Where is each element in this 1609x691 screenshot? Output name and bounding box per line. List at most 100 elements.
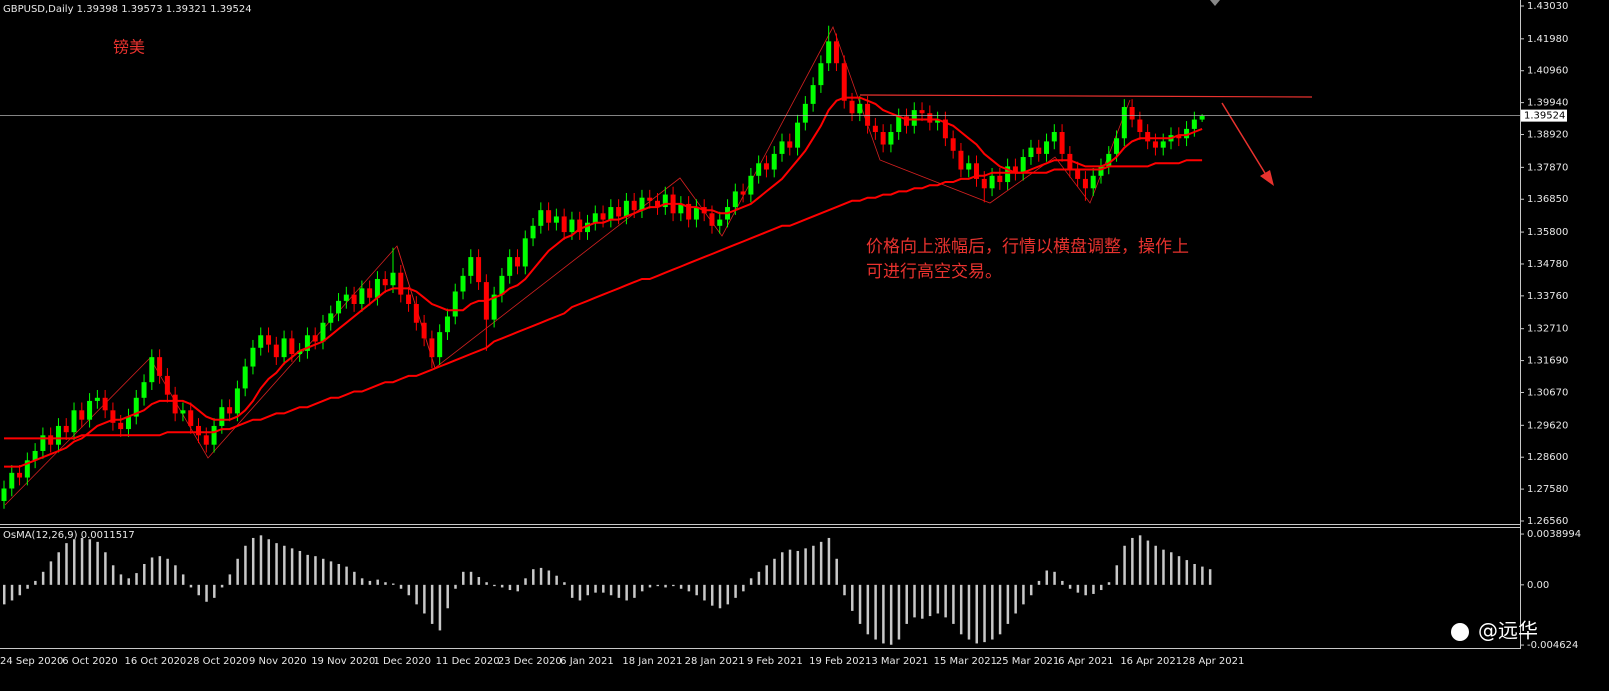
indicator-title: OsMA(12,26,9) 0.0011517 (3, 530, 135, 541)
annotation: 价格向上涨幅后，行情以横盘调整，操作上 (866, 237, 1189, 257)
y-tick-label: -0.004624 (1527, 640, 1578, 651)
candle-body (608, 207, 614, 220)
analyst-drawings (4, 26, 1313, 506)
histogram-bar (944, 584, 947, 618)
candle-body (522, 238, 528, 267)
histogram-bar (734, 584, 737, 598)
histogram-bar (290, 548, 294, 585)
histogram-bar (703, 584, 706, 601)
histogram-bar (532, 569, 535, 585)
histogram-bar (430, 584, 434, 624)
candle-body (997, 175, 1003, 183)
candle-body (172, 394, 178, 414)
histogram-bar (998, 584, 1002, 635)
histogram-bar (1193, 563, 1196, 585)
candle-body (802, 103, 808, 123)
candle-body (880, 132, 886, 145)
histogram-bar (874, 584, 877, 640)
histogram-bar (267, 539, 271, 585)
candle-body (227, 407, 233, 414)
candle-body (1129, 107, 1135, 120)
candle-body (693, 207, 699, 220)
x-tick-label: 6 Jan 2021 (560, 656, 614, 667)
histogram-bar (189, 584, 193, 588)
candle-body (1075, 169, 1081, 179)
candle-body (787, 141, 793, 148)
candle-body (717, 219, 723, 226)
histogram-bar (34, 580, 37, 585)
histogram-bar (788, 549, 792, 585)
histogram-bar (1037, 580, 1041, 585)
histogram-bar (57, 552, 60, 585)
candle-body (989, 175, 995, 189)
candle-body (1044, 141, 1050, 154)
y-tick-label: 1.31690 (1527, 356, 1568, 367)
histogram-bar (306, 554, 309, 585)
histogram-bar (3, 584, 6, 605)
x-tick-label: 25 Mar 2021 (996, 656, 1059, 667)
histogram-bar (718, 584, 722, 609)
histogram-bar (975, 584, 978, 644)
histogram-bar (1131, 537, 1134, 585)
candle-body (398, 272, 404, 295)
candle-body (507, 257, 513, 276)
x-tick-label: 11 Dec 2020 (436, 656, 500, 667)
candle-body (903, 116, 909, 126)
histogram-bar (609, 584, 613, 596)
histogram-bar (913, 584, 916, 618)
histogram-bar (26, 584, 29, 589)
histogram-bar (555, 575, 558, 585)
candle-body (686, 203, 692, 220)
watermark: @远华 (1478, 619, 1538, 643)
histogram-bar (384, 582, 387, 585)
histogram-bar (625, 584, 628, 601)
chart-title: GBPUSD,Daily 1.39398 1.39573 1.39321 1.3… (3, 4, 252, 15)
histogram-bar (1099, 584, 1103, 591)
histogram-bar (648, 584, 652, 588)
annotation: 镑美 (113, 38, 145, 57)
candle-body (678, 203, 684, 214)
y-tick-label: 1.36850 (1527, 194, 1568, 205)
histogram-bar (10, 584, 14, 601)
candle-body (164, 375, 170, 395)
candle-body (771, 153, 777, 170)
candle-body (514, 257, 520, 267)
candle-body (48, 435, 54, 445)
candle-body (1090, 175, 1096, 189)
histogram-bar (329, 561, 333, 585)
y-tick-label: 1.43030 (1527, 1, 1568, 12)
candle-body (795, 122, 801, 148)
histogram-bar (1029, 584, 1033, 596)
candle-body (935, 119, 941, 123)
candle-body (452, 291, 458, 317)
histogram-bar (819, 541, 823, 585)
candle-body (1176, 135, 1182, 139)
histogram-bar (1162, 549, 1165, 585)
candle-body (919, 110, 925, 114)
histogram-bar (111, 565, 115, 585)
candle-body (359, 288, 365, 304)
moving-average (4, 159, 1203, 440)
candle-body (1005, 166, 1011, 183)
histogram-bar (143, 563, 146, 585)
histogram-bar (773, 558, 776, 585)
histogram-bar (469, 571, 473, 585)
candle-body (320, 322, 326, 342)
histogram-bar (181, 574, 185, 585)
y-tick-label: 1.38920 (1527, 130, 1568, 141)
histogram-bar (158, 556, 162, 585)
candle-body (974, 163, 979, 179)
histogram-bar (321, 558, 325, 585)
candle-body (1191, 119, 1197, 129)
candle-body (818, 63, 824, 86)
candle-body (63, 425, 69, 433)
y-tick-label: 0.0038994 (1527, 529, 1581, 540)
x-tick-label: 6 Apr 2021 (1058, 656, 1113, 667)
candle-body (149, 357, 155, 383)
x-tick-label: 3 Mar 2021 (871, 656, 928, 667)
histogram-bar (1006, 584, 1010, 624)
histogram-bar (150, 557, 154, 585)
annotation: 可进行高空交易。 (866, 262, 1002, 282)
candle-body (888, 132, 894, 145)
histogram-bar (796, 550, 800, 585)
